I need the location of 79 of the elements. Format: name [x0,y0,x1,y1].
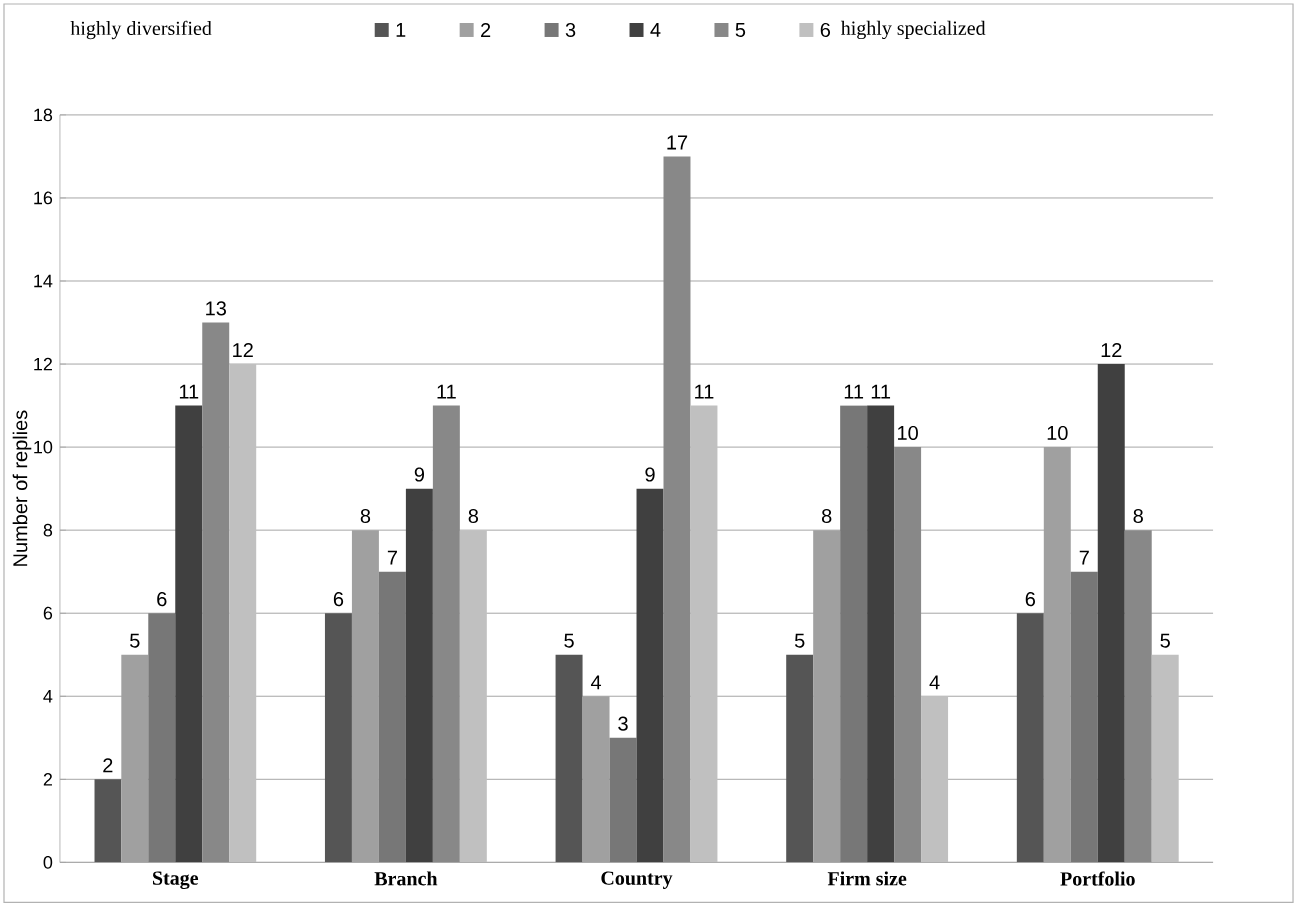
y-tick-label: 10 [34,440,53,454]
x-tick-label: Country [601,871,673,889]
bar [921,696,949,863]
data-label: 11 [844,384,864,399]
x-tick-label: Stage [153,871,199,889]
bar [94,779,122,863]
bar [1016,613,1044,863]
data-label: 11 [437,384,456,399]
bar [202,322,230,863]
data-label: 7 [1079,550,1089,565]
bar [1151,654,1179,863]
legend-label: 1 [396,22,406,37]
data-label: 7 [387,550,397,565]
y-tick-label: 14 [34,274,53,288]
data-label: 6 [333,591,344,606]
bar [840,405,868,863]
bar [459,530,487,863]
bar [229,363,257,863]
x-tick-label: Branch [374,871,438,886]
legend-label: 6 [820,22,831,37]
legend-label: 4 [650,22,661,37]
bar [609,737,637,863]
y-tick-label: 8 [43,523,53,537]
text: highly specialized [840,20,986,39]
data-label: 10 [898,425,918,440]
x-tick-label: Firm size [827,871,907,886]
y-tick-label: 0 [43,855,53,869]
data-label: 9 [414,467,425,482]
data-label: 8 [1133,508,1143,523]
bar [786,654,814,863]
data-label: 12 [233,342,253,357]
data-label: 8 [821,508,832,523]
data-label: 8 [468,508,479,523]
bar [663,156,691,863]
data-label: 11 [179,384,199,399]
data-label: 6 [157,591,167,606]
y-tick-label: 12 [34,357,52,371]
data-label: 13 [206,301,226,316]
bar [1124,530,1152,863]
bar [555,654,583,863]
data-label: 10 [1047,425,1068,440]
data-label: 6 [1025,591,1036,606]
bar [867,405,895,863]
bar [432,405,460,863]
bar [378,571,406,863]
data-label: 5 [1160,633,1170,648]
bar [148,613,176,863]
bar [405,488,433,863]
bar [690,405,718,863]
data-label: 8 [360,508,371,523]
bar [894,446,922,863]
bar [1070,571,1098,863]
legend-label: 2 [481,22,491,37]
bar [175,405,203,863]
data-label: 5 [564,633,574,648]
legend-label: 3 [565,22,576,37]
y-tick-label: 18 [34,108,53,122]
data-label: 5 [794,633,805,648]
bar [324,613,352,863]
data-label: 11 [871,384,891,399]
y-tick-label: 4 [43,689,53,703]
data-label: 2 [103,758,113,773]
y-tick-label: 2 [43,772,52,786]
data-label: 4 [929,675,940,690]
bar [636,488,664,863]
data-label: 11 [695,384,714,399]
data-label: 3 [618,716,628,731]
bar [1097,363,1125,863]
y-tick-label: 16 [34,191,53,205]
legend-label: 5 [735,22,746,37]
data-label: 4 [590,675,602,690]
data-label: 17 [667,135,688,150]
data-label: 12 [1101,342,1122,357]
data-label: 9 [645,467,655,482]
x-tick-label: Portfolio [1060,871,1135,886]
y-axis-title: Number of replies [12,410,32,566]
y-tick-label: 6 [43,606,53,620]
data-label: 5 [130,633,140,648]
legend-title: highly diversified [70,20,212,40]
